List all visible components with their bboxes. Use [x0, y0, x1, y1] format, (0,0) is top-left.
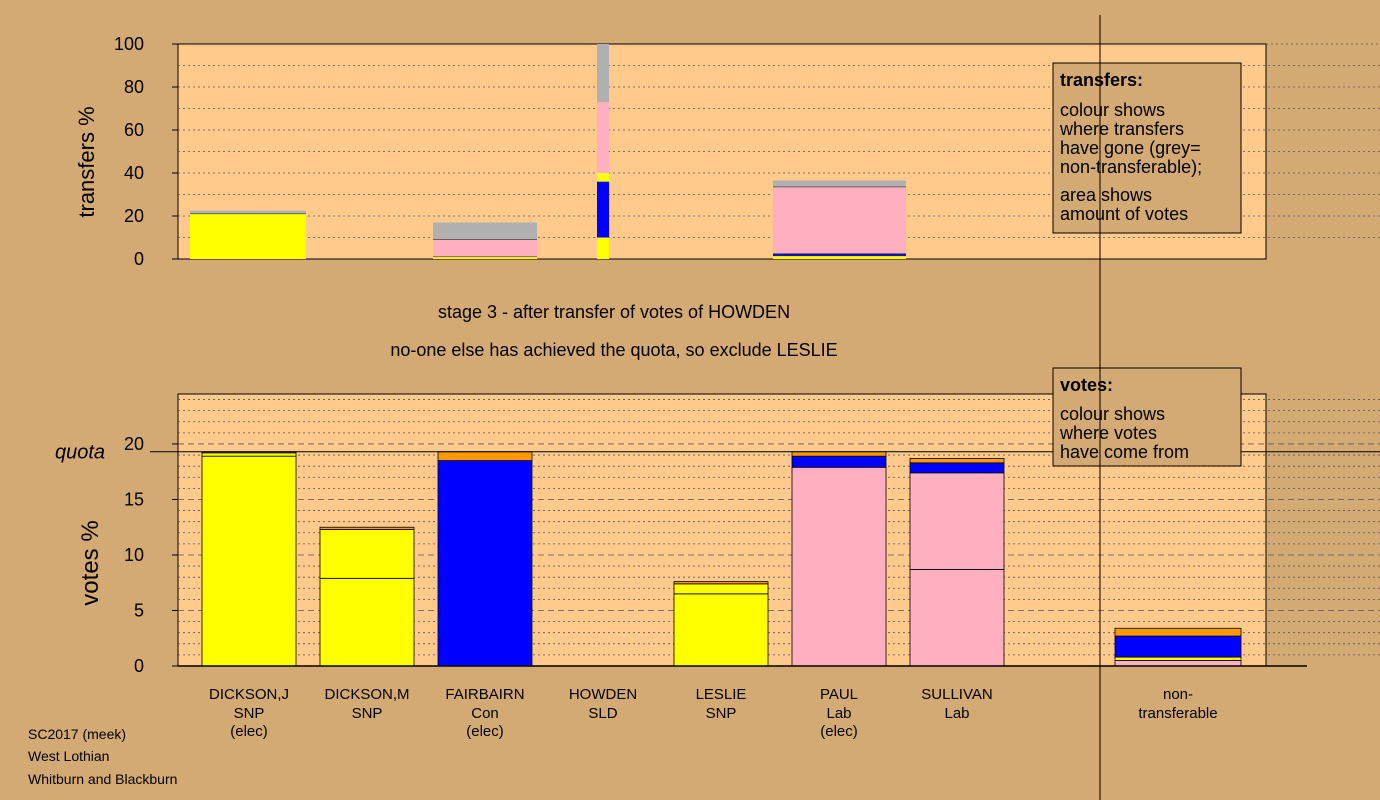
- transfers-y-tick-label: 80: [124, 77, 144, 97]
- vote-segment: [201, 452, 297, 457]
- candidate-party-label: SNP: [352, 705, 383, 722]
- vote-segment: [437, 451, 533, 462]
- votes-y-axis-label: votes %: [77, 520, 104, 605]
- transfer-segment: [597, 173, 609, 182]
- transfers-legend-line: colour shows: [1060, 100, 1165, 120]
- transfer-segment: [773, 253, 906, 256]
- candidate-status-label: (elec): [820, 723, 858, 740]
- nontransferable-segment: [1114, 635, 1242, 658]
- nontransferable-segment: [1114, 656, 1242, 661]
- candidate-party-label: SNP: [234, 705, 265, 722]
- votes-y-tick-label: 10: [124, 545, 144, 565]
- transfers-legend-line: non-transferable);: [1060, 157, 1202, 177]
- transfers-legend-line: have gone (grey=: [1060, 138, 1201, 158]
- transfer-segment: [433, 222, 537, 240]
- vote-segment: [909, 569, 1005, 667]
- transfers-y-tick-label: 60: [124, 120, 144, 140]
- transfer-segment: [190, 213, 306, 259]
- votes-legend-line: where votes: [1059, 423, 1157, 443]
- vote-segment: [319, 526, 415, 530]
- votes-legend-line: have come from: [1060, 442, 1189, 462]
- transfers-legend-title: transfers:: [1060, 70, 1143, 90]
- footer-line-2: West Lothian: [28, 748, 109, 764]
- candidate-party-label: Lab: [826, 705, 851, 722]
- transfers-legend-box: [1052, 62, 1242, 234]
- transfers-y-axis-label: transfers %: [74, 106, 99, 217]
- candidate-name-label: FAIRBAIRN: [445, 686, 524, 703]
- transfer-segment: [433, 239, 537, 257]
- vote-segment: [673, 593, 769, 667]
- votes-legend-box: [1052, 367, 1242, 467]
- nontransferable-label-line-2: transferable: [1138, 705, 1217, 722]
- footer-line-3: Whitburn and Blackburn: [28, 771, 177, 787]
- votes-legend-line: colour shows: [1060, 404, 1165, 424]
- transfer-segment: [773, 255, 906, 259]
- candidate-party-label: Con: [471, 705, 499, 722]
- vote-segment: [909, 457, 1005, 464]
- vote-segment: [673, 581, 769, 585]
- candidate-party-label: SNP: [706, 705, 737, 722]
- candidate-party-label: Lab: [944, 705, 969, 722]
- vote-segment: [673, 583, 769, 595]
- transfers-legend-line: where transfers: [1059, 119, 1184, 139]
- candidate-party-label: SLD: [588, 705, 617, 722]
- candidate-name-label: DICKSON,J: [209, 686, 289, 703]
- vote-segment: [791, 455, 887, 468]
- votes-y-tick-label: 5: [134, 600, 144, 620]
- transfers-legend-line: amount of votes: [1060, 204, 1188, 224]
- candidate-status-label: (elec): [466, 723, 504, 740]
- transfer-segment: [597, 237, 609, 259]
- nontransferable-segment: [1114, 627, 1242, 637]
- vote-segment: [791, 451, 887, 457]
- transfer-segment: [773, 180, 906, 187]
- vote-segment: [909, 472, 1005, 570]
- nontransferable-label-line-1: non-: [1163, 686, 1193, 703]
- candidate-status-label: (elec): [230, 723, 268, 740]
- candidate-name-label: LESLIE: [696, 686, 747, 703]
- transfer-segment: [597, 44, 609, 103]
- votes-y-tick-label: 15: [124, 489, 144, 509]
- stage-text: stage 3 - after transfer of votes of HOW…: [438, 302, 790, 322]
- transfer-segment: [773, 186, 906, 254]
- vote-segment: [319, 529, 415, 579]
- transfers-y-tick-label: 100: [114, 34, 144, 54]
- vote-segment: [201, 455, 297, 667]
- vote-segment: [909, 462, 1005, 474]
- transfers-y-tick-label: 20: [124, 206, 144, 226]
- votes-y-tick-label: 20: [124, 434, 144, 454]
- exclude-text: no-one else has achieved the quota, so e…: [390, 340, 837, 360]
- transfers-y-tick-label: 40: [124, 163, 144, 183]
- nontransferable-segment: [1114, 660, 1242, 667]
- vote-segment: [319, 577, 415, 667]
- vote-segment: [791, 466, 887, 667]
- votes-legend-title: votes:: [1060, 375, 1113, 395]
- candidate-name-label: HOWDEN: [569, 686, 637, 703]
- transfers-legend-line: area shows: [1060, 185, 1152, 205]
- candidate-name-label: PAUL: [820, 686, 858, 703]
- transfer-segment: [433, 256, 537, 259]
- transfer-segment: [597, 181, 609, 238]
- transfers-y-tick-label: 0: [134, 249, 144, 269]
- quota-label: quota: [55, 442, 105, 464]
- candidate-name-label: DICKSON,M: [324, 686, 409, 703]
- transfer-segment: [597, 102, 609, 173]
- transfer-segment: [190, 210, 306, 214]
- votes-y-tick-label: 0: [134, 656, 144, 676]
- candidate-name-label: SULLIVAN: [921, 686, 992, 703]
- vote-segment: [437, 460, 533, 667]
- footer-line-1: SC2017 (meek): [28, 726, 126, 742]
